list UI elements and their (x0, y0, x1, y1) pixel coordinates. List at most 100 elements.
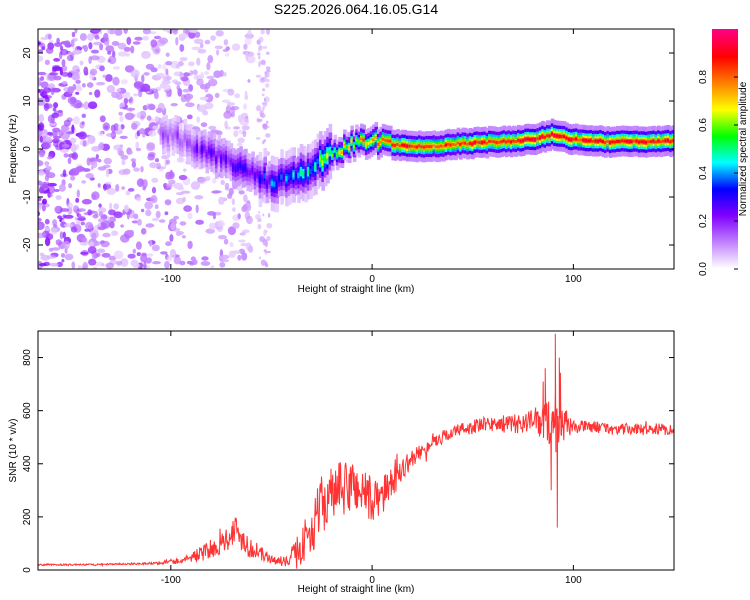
ridge-cell (647, 140, 651, 144)
colorbar-cell (712, 213, 738, 216)
ridge-cell (364, 143, 369, 147)
noise-blob (140, 166, 144, 173)
noise-blob (197, 105, 207, 113)
ridge-cell (447, 142, 451, 146)
colorbar-cell (712, 247, 738, 250)
noise-blob (102, 232, 111, 238)
ridge-cell (584, 139, 589, 143)
noise-blob (241, 252, 248, 261)
noise-blob (210, 265, 215, 269)
line-frame (37, 330, 675, 571)
noise-blob (85, 173, 94, 179)
colorbar-cell (712, 255, 738, 258)
ridge-cell (393, 144, 398, 147)
ridge-cell (480, 141, 485, 144)
noise-blob (87, 101, 98, 109)
noise-blob (164, 199, 172, 206)
ridge-cell (606, 140, 610, 143)
colorbar-cell (712, 167, 738, 170)
noise-blob (227, 226, 236, 236)
colorbar-cell (712, 185, 738, 188)
noise-blob (179, 57, 188, 62)
noise-blob (101, 263, 105, 267)
ridge-cell (483, 140, 487, 144)
noise-blob (120, 79, 128, 85)
noise-blob (116, 260, 123, 265)
noise-blob (238, 190, 245, 195)
noise-blob (140, 228, 147, 235)
noise-blob (135, 241, 142, 250)
noise-blob (81, 237, 88, 243)
noise-blob (247, 29, 252, 35)
ridge-cell (234, 165, 238, 172)
colorbar-cell (712, 257, 738, 260)
ridge-cell (546, 134, 550, 138)
colorbar-cell (712, 69, 738, 72)
noise-blob (117, 124, 122, 132)
ridge-cell (541, 134, 545, 138)
x-axis-label: Height of straight line (km) (298, 284, 415, 295)
ridge-cell (488, 139, 492, 143)
colorbar-cell (712, 35, 738, 38)
noise-blob (264, 76, 267, 82)
ridge-cell (640, 140, 644, 144)
noise-blob (192, 69, 198, 76)
noise-blob (141, 252, 147, 257)
noise-blob (171, 79, 178, 84)
ridge-cell (654, 140, 659, 144)
colorbar-cell (712, 169, 738, 172)
y-tick-label: 10 (22, 95, 33, 107)
noise-blob (179, 44, 185, 52)
colorbar-cell (712, 125, 738, 128)
y-tick-label: -10 (22, 189, 33, 204)
noise-blob (109, 202, 113, 211)
noise-blob (207, 55, 214, 64)
colorbar-cell (712, 41, 738, 44)
noise-blob (157, 64, 162, 69)
noise-blob (260, 259, 266, 266)
ridge-cell (263, 173, 267, 179)
noise-blob (117, 51, 128, 57)
x-tick-label: 0 (369, 575, 375, 586)
noise-blob (210, 35, 216, 41)
noise-blob (107, 51, 112, 55)
noise-blob (207, 211, 216, 216)
ridge-cell (241, 166, 246, 172)
ridge-cell (285, 176, 289, 182)
ridge-cell (413, 145, 417, 149)
colorbar-cell (712, 65, 738, 68)
colorbar-cell (712, 115, 738, 118)
noise-blob (75, 91, 80, 95)
noise-blob (175, 36, 179, 46)
noise-blob (151, 217, 160, 222)
colorbar-cell (712, 201, 738, 204)
noise-blob (81, 83, 86, 88)
noise-blob (237, 254, 242, 261)
colorbar-cell (712, 143, 738, 146)
noise-blob (190, 181, 201, 190)
noise-blob (155, 162, 161, 170)
noise-blob (152, 261, 161, 265)
colorbar-cell (712, 233, 738, 236)
noise-blob (162, 75, 173, 81)
noise-blob (140, 83, 151, 93)
noise-blob (230, 106, 236, 114)
noise-blob (262, 239, 268, 246)
ridge-cell (538, 136, 543, 140)
ridge-cell (191, 145, 195, 151)
noise-blob (261, 77, 264, 81)
noise-blob (61, 71, 69, 77)
noise-blob (126, 211, 130, 220)
ridge-cell (533, 138, 538, 142)
colorbar-cell (712, 145, 738, 148)
ridge-cell (476, 140, 480, 144)
noise-blob (138, 128, 146, 135)
ridge-cell (659, 140, 664, 144)
ridge-cell (512, 139, 516, 143)
noise-blob (64, 253, 74, 261)
noise-blob (40, 91, 48, 98)
noise-blob (41, 205, 46, 212)
noise-blob (70, 226, 78, 233)
noise-blob (52, 107, 57, 112)
noise-blob (93, 41, 102, 46)
